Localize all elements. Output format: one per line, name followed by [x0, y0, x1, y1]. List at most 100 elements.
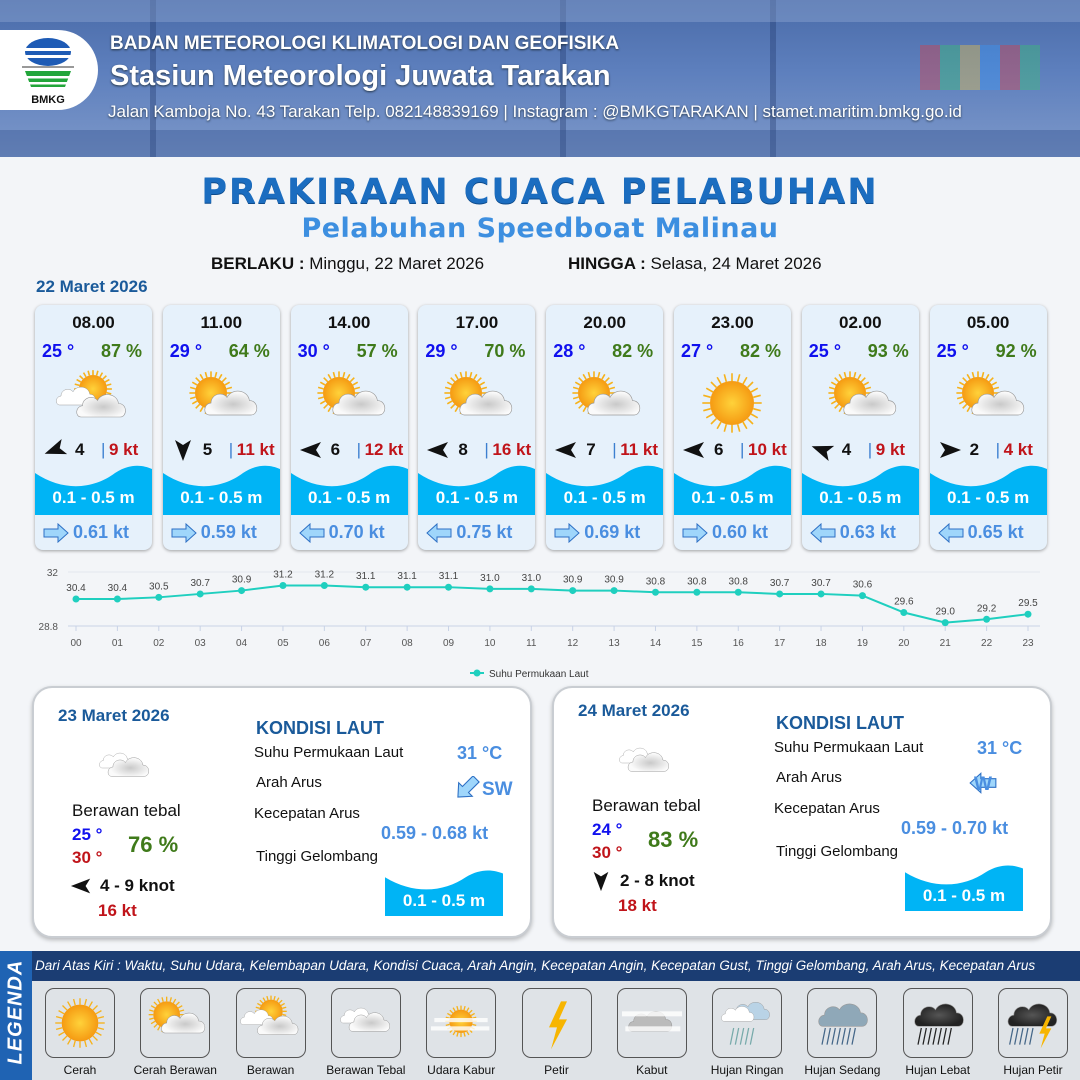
current-info: 0.63 kt — [808, 520, 918, 544]
sst-label: Suhu Permukaan Laut — [254, 744, 404, 761]
data-point[interactable] — [279, 582, 287, 589]
air-temperature: 28 ° — [553, 341, 586, 361]
current-speed-range: 0.59 - 0.68 kt — [381, 823, 489, 843]
wind-speed: 2 — [969, 440, 980, 459]
forecast-time: 02.00 — [839, 313, 882, 332]
wave-graphic — [35, 463, 152, 515]
data-point[interactable] — [900, 609, 908, 616]
data-label: 30.8 — [687, 576, 707, 587]
y-tick-label: 32 — [47, 568, 59, 579]
legend-strip: LEGENDA — [0, 951, 32, 1080]
legend-marker — [473, 669, 481, 677]
forecast-card: 08.00 25 ° 87 % 4 | 9 kt 0.1 - 0.5 m 0.61… — [35, 305, 152, 550]
current-speed: 0.70 kt — [328, 522, 385, 542]
data-label: 31.0 — [480, 573, 500, 584]
data-point[interactable] — [941, 619, 949, 627]
data-label: 30.7 — [190, 578, 210, 589]
data-point[interactable] — [362, 583, 370, 591]
data-point[interactable] — [817, 590, 825, 598]
forecast-time: 23.00 — [711, 313, 754, 332]
data-point[interactable] — [196, 590, 204, 598]
wind-direction-arrow-icon — [590, 870, 612, 897]
humidity: 82 % — [612, 341, 654, 361]
legend-icons: Cerah Cerah Berawan Berawan Berawan Tebal Ud… — [32, 981, 1080, 1080]
wind-speed: 5 — [202, 440, 213, 459]
data-point[interactable] — [569, 587, 577, 595]
gust-speed: 9 kt — [875, 440, 906, 459]
data-point[interactable] — [983, 615, 991, 623]
wind-speed: 7 — [586, 440, 596, 459]
cerah-berawan-legend-icon — [140, 988, 211, 1058]
air-temperature: 25 ° — [936, 341, 969, 361]
daily-forecast-panel: 24 Maret 2026 Berawan tebal 24 ° 30 ° 83… — [552, 686, 1052, 938]
x-tick-label: 19 — [857, 638, 869, 649]
wave-height-label: Tinggi Gelombang — [256, 848, 379, 865]
data-point[interactable] — [445, 583, 453, 591]
x-tick-label: 20 — [898, 638, 910, 649]
data-point[interactable] — [651, 588, 659, 596]
gust-speed: 16 kt — [98, 901, 137, 920]
data-point[interactable] — [72, 595, 80, 603]
wind-info: 4 | 9 kt — [806, 438, 916, 461]
wave-graphic — [905, 863, 1023, 916]
data-label: 31.1 — [439, 571, 459, 582]
forecast-card: 02.00 25 ° 93 % 4 | 9 kt 0.1 - 0.5 m 0.63… — [801, 305, 919, 550]
x-tick-label: 13 — [609, 638, 621, 649]
humidity: 92 % — [995, 341, 1037, 361]
wave-height: 0.1 - 0.5 m — [946, 488, 1030, 507]
wind-info: 7 | 11 kt — [550, 438, 660, 460]
berawan-weather-icon — [53, 367, 133, 439]
data-point[interactable] — [527, 585, 535, 593]
forecast-time: 17.00 — [455, 313, 499, 332]
legend-item-label: Berawan Tebal — [326, 1063, 406, 1077]
x-tick-label: 04 — [236, 638, 248, 649]
legend-label[interactable]: Suhu Permukaan Laut — [489, 669, 589, 680]
wave-height: 0.1 - 0.5 m — [307, 488, 391, 507]
min-temperature: 25 ° — [72, 825, 103, 844]
data-point[interactable] — [776, 590, 784, 598]
data-point[interactable] — [610, 587, 618, 595]
current-info: 0.60 kt — [680, 520, 790, 544]
current-info: 0.65 kt — [936, 520, 1046, 544]
current-info: 0.69 kt — [552, 520, 662, 544]
current-speed: 0.61 kt — [73, 522, 130, 542]
data-label: 30.6 — [853, 580, 873, 591]
data-point[interactable] — [113, 595, 121, 603]
valid-to-date: Selasa, 24 Maret 2026 — [650, 254, 822, 273]
wind-info: 8 | 16 kt — [422, 438, 532, 460]
data-point[interactable] — [693, 588, 701, 596]
current-direction-label: Arah Arus — [776, 769, 842, 786]
legend-item-label: Cerah Berawan — [133, 1063, 217, 1077]
data-point[interactable] — [1024, 610, 1032, 618]
current-speed: 0.60 kt — [712, 522, 769, 542]
x-tick-label: 15 — [691, 638, 703, 649]
petir-legend-icon — [521, 988, 592, 1058]
wave-graphic — [929, 463, 1047, 515]
data-point[interactable] — [734, 588, 742, 596]
day1-date: 22 Maret 2026 — [36, 277, 148, 296]
current-direction: SW — [482, 779, 513, 800]
data-point[interactable] — [320, 582, 328, 589]
data-point[interactable] — [155, 593, 163, 601]
current-speed-range: 0.59 - 0.70 kt — [901, 818, 1009, 838]
wave-height: 0.1 - 0.5 m — [402, 891, 486, 910]
separator: | — [740, 440, 745, 459]
separator: | — [612, 440, 617, 459]
weather-condition: Berawan tebal — [72, 801, 181, 820]
wave-graphic — [801, 463, 919, 515]
wind-speed-range: 2 - 8 knot — [620, 871, 695, 890]
legend: LEGENDA Dari Atas Kiri : Waktu, Suhu Uda… — [0, 951, 1080, 1080]
data-point[interactable] — [858, 592, 866, 600]
wind-info: 6 | 12 kt — [295, 438, 405, 460]
wind-info: 2 | 4 kt — [934, 438, 1044, 460]
data-point[interactable] — [238, 587, 246, 595]
data-point[interactable] — [403, 583, 411, 591]
x-tick-label: 18 — [815, 638, 827, 649]
wave-height-label: Tinggi Gelombang — [776, 843, 899, 860]
data-point[interactable] — [486, 585, 494, 593]
forecast-card: 11.00 29 ° 64 % 5 | 11 kt 0.1 - 0.5 m 0.5… — [162, 305, 280, 550]
air-temperature: 30 ° — [297, 341, 330, 361]
forecast-card: 14.00 30 ° 57 % 6 | 12 kt 0.1 - 0.5 m 0.7… — [290, 305, 408, 550]
cerah-berawan-weather-icon — [309, 367, 389, 439]
forecast-card: 23.00 27 ° 82 % 6 | 10 kt 0.1 - 0.5 m 0.6… — [674, 305, 791, 550]
